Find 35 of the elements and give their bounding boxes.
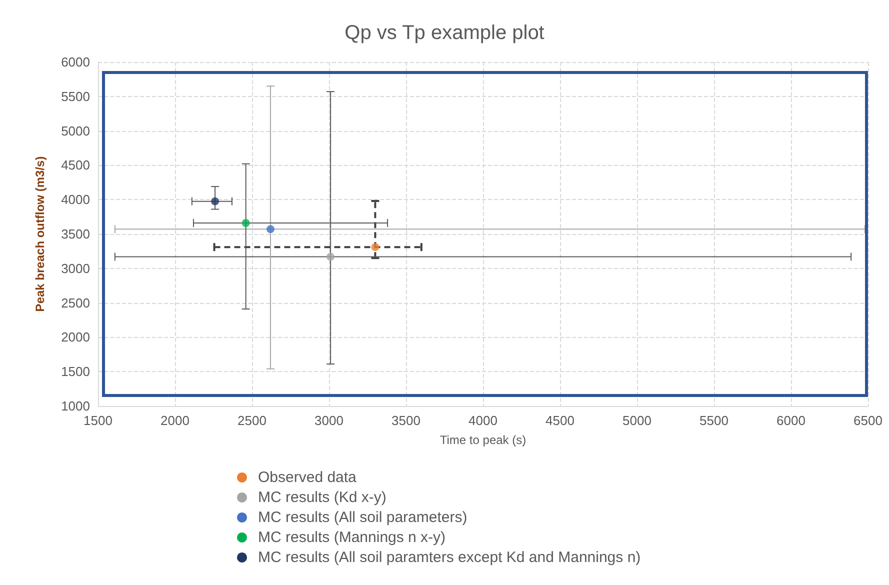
x-tick-label: 4500 xyxy=(546,413,574,428)
y-tick-label: 4500 xyxy=(61,158,90,173)
y-axis-title: Peak breach outflow (m3/s) xyxy=(33,156,47,312)
x-tick-label: 1500 xyxy=(84,413,112,428)
y-tick-label: 1500 xyxy=(61,364,90,380)
point xyxy=(211,197,220,206)
point xyxy=(371,243,380,252)
legend-label: MC results (All soil paramters except Kd and Mannings n) xyxy=(258,549,641,566)
y-tick-label: 5000 xyxy=(61,123,90,138)
y-tick-label: 3500 xyxy=(61,226,90,242)
y-tick-label: 2500 xyxy=(61,295,90,310)
x-axis-title: Time to peak (s) xyxy=(440,433,526,447)
point xyxy=(242,218,250,227)
point xyxy=(266,225,274,234)
x-tick-label: 4000 xyxy=(468,413,498,428)
y-tick-label: 4000 xyxy=(61,192,90,208)
y-tick-label: 5500 xyxy=(61,88,90,104)
y-tick-label: 3000 xyxy=(61,260,90,276)
y-tick-label: 6000 xyxy=(61,54,90,70)
legend-label: MC results (All soil parameters) xyxy=(258,509,468,526)
x-tick-label: 2000 xyxy=(160,413,190,428)
y-tick-label: 2000 xyxy=(61,330,90,345)
x-tick-label: 5500 xyxy=(700,413,728,428)
x-tick-label: 3500 xyxy=(392,413,420,428)
point xyxy=(326,252,335,261)
y-tick-label: 1000 xyxy=(61,398,90,414)
x-tick-label: 6000 xyxy=(776,413,806,428)
legend-label: MC results (Mannings n x-y) xyxy=(258,529,446,546)
x-tick-label: 5000 xyxy=(622,413,652,428)
x-tick-label: 3000 xyxy=(314,413,344,428)
legend-label: Observed data xyxy=(258,469,358,486)
x-tick-label: 6500 xyxy=(854,413,882,428)
x-tick-label: 2500 xyxy=(238,413,266,428)
legend-label: MC results (Kd x-y) xyxy=(258,489,386,506)
chart-title: Qp vs Tp example plot xyxy=(344,22,545,44)
